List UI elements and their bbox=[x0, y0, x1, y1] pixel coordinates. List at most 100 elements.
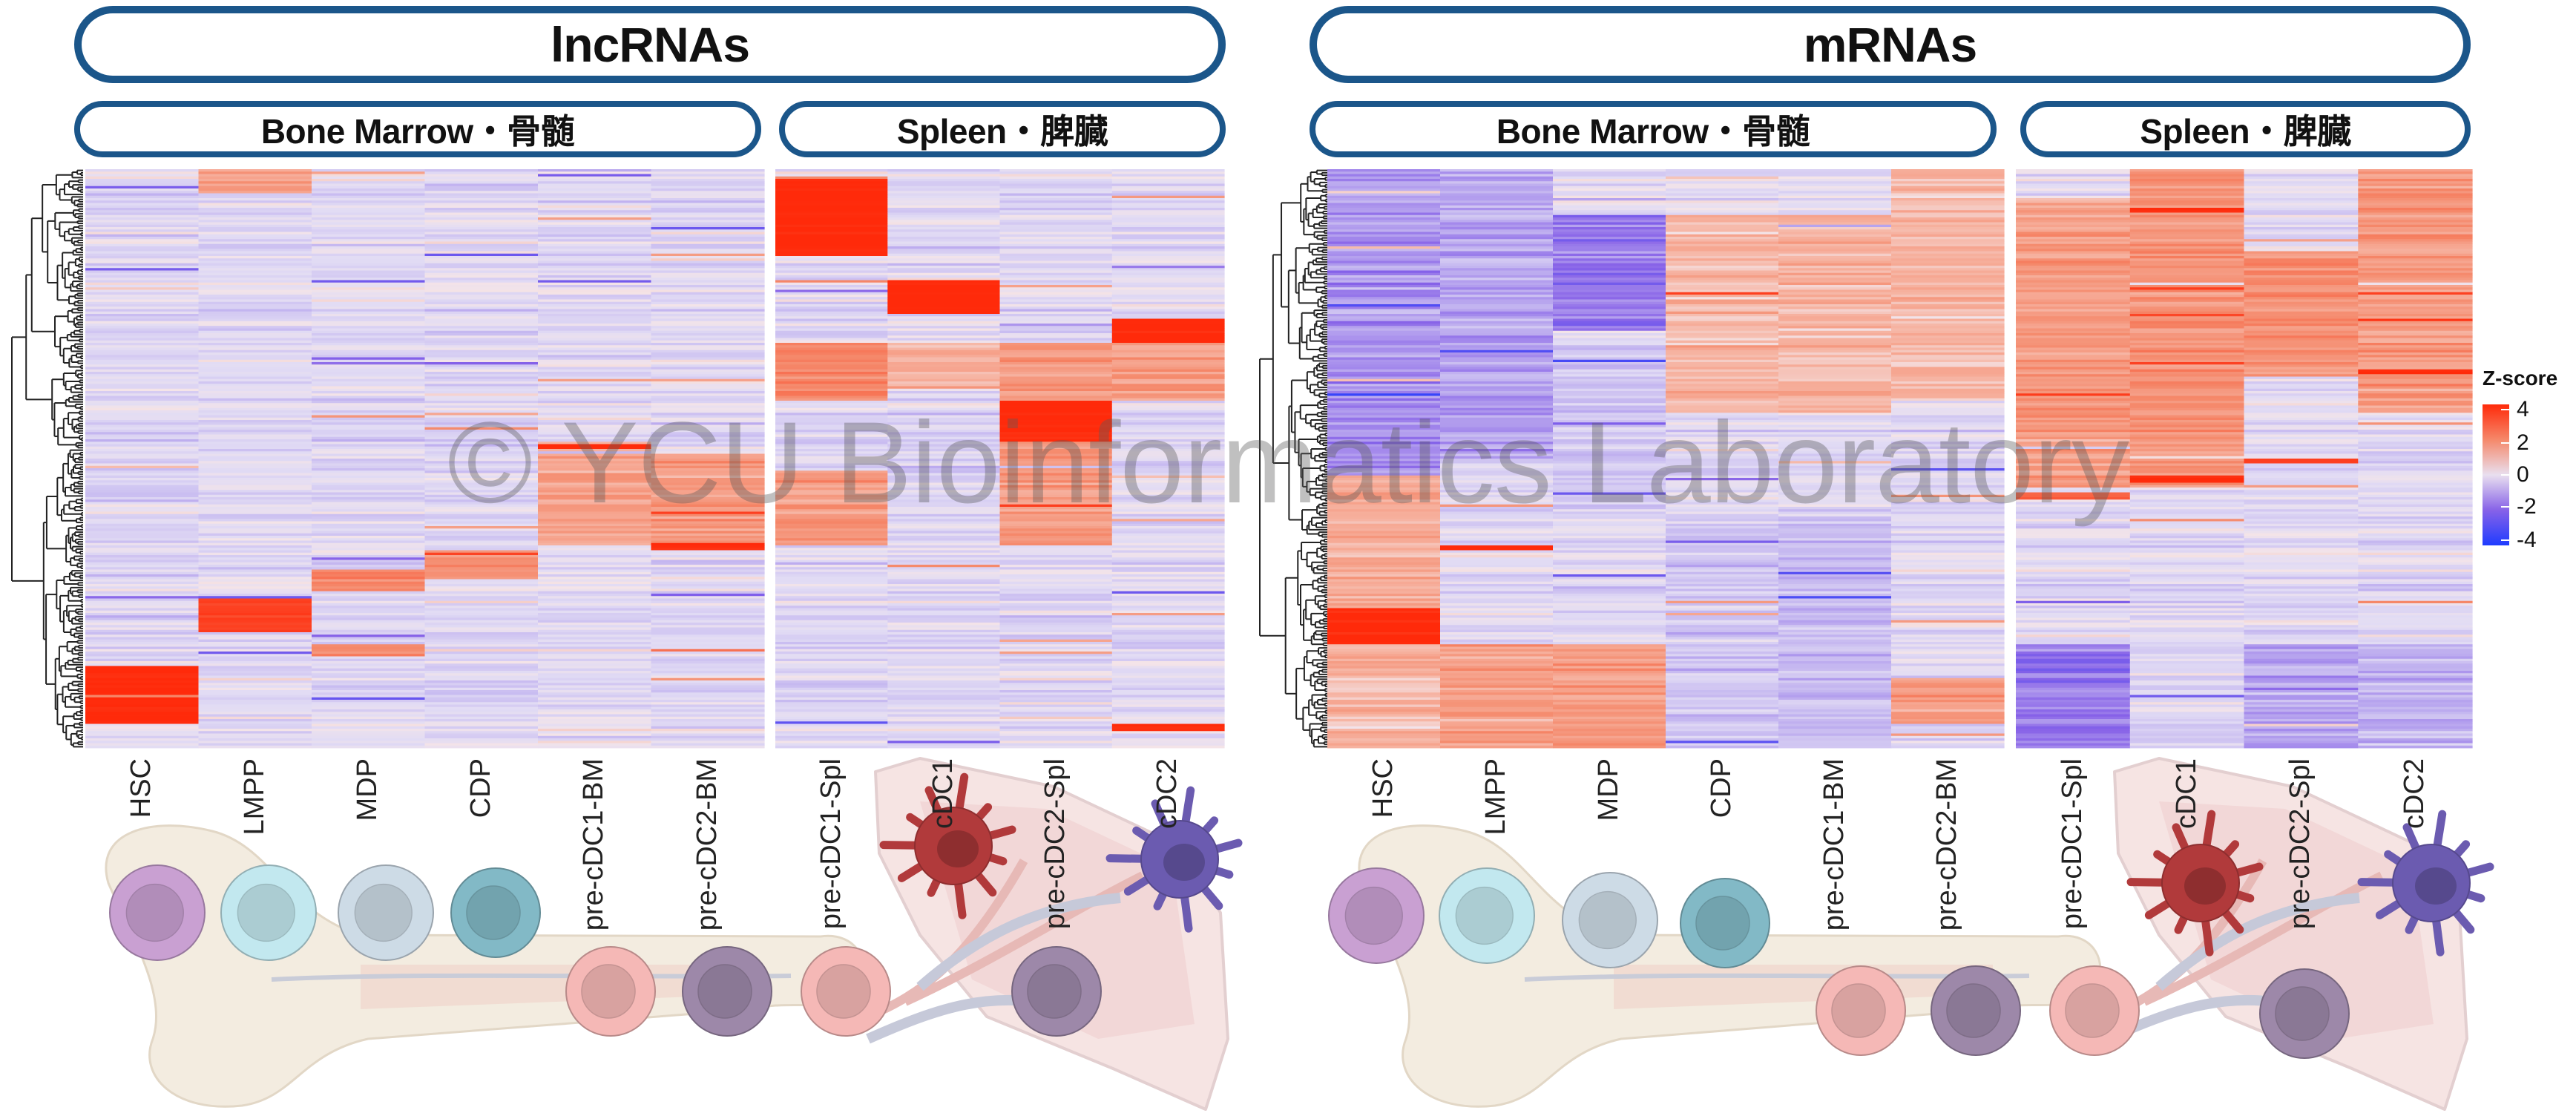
heatmap-cell bbox=[538, 683, 652, 686]
heatmap-cell bbox=[1666, 463, 1779, 467]
heatmap-cell bbox=[424, 632, 539, 635]
heatmap-cell bbox=[1553, 745, 1666, 749]
heatmap-cell bbox=[2129, 523, 2245, 527]
heatmap-cell bbox=[1440, 270, 1554, 274]
heatmap-cell bbox=[999, 381, 1113, 384]
heatmap-cell bbox=[1891, 680, 2005, 683]
heatmap-cell bbox=[1778, 345, 1892, 348]
heatmap-cell bbox=[1327, 451, 1441, 454]
heatmap-cell bbox=[1553, 511, 1666, 515]
heatmap-cell bbox=[1327, 499, 1441, 502]
heatmap-cell bbox=[1553, 355, 1666, 358]
heatmap-cell bbox=[1111, 480, 1225, 483]
heatmap-cell bbox=[1440, 347, 1554, 351]
heatmap-cell bbox=[1666, 301, 1779, 305]
heatmap-cell bbox=[651, 552, 765, 556]
heatmap-cell bbox=[2016, 598, 2131, 602]
heatmap-cell bbox=[85, 381, 200, 384]
heatmap-cell bbox=[312, 509, 426, 512]
heatmap-cell bbox=[775, 378, 888, 382]
heatmap-cell bbox=[775, 726, 888, 729]
heatmap-cell bbox=[651, 733, 765, 737]
heatmap-cell bbox=[1440, 677, 1554, 681]
heatmap-cell bbox=[1327, 403, 1441, 406]
heatmap-cell bbox=[1666, 343, 1779, 346]
heatmap-cell bbox=[198, 347, 312, 351]
heatmap-cell bbox=[2016, 497, 2131, 500]
heatmap-cell bbox=[538, 475, 652, 479]
heatmap-cell bbox=[999, 523, 1113, 527]
heatmap-cell bbox=[1666, 702, 1779, 705]
heatmap-cell bbox=[85, 266, 200, 269]
heatmap-cell bbox=[999, 372, 1113, 375]
heatmap-cell bbox=[85, 615, 200, 618]
heatmap-cell bbox=[424, 311, 539, 315]
heatmap-cell bbox=[887, 374, 1001, 377]
heatmap-cell bbox=[1778, 220, 1892, 223]
heatmap-cell bbox=[85, 439, 200, 442]
heatmap-cell bbox=[1778, 712, 1892, 715]
heatmap-cell bbox=[775, 675, 888, 679]
heatmap-cell bbox=[198, 442, 312, 444]
heatmap-cell bbox=[2016, 407, 2131, 411]
heatmap-cell bbox=[1666, 683, 1779, 686]
heatmap-cell bbox=[312, 700, 426, 703]
heatmap-cell bbox=[198, 378, 312, 382]
heatmap-cell bbox=[424, 309, 539, 312]
heatmap-cell bbox=[424, 608, 539, 611]
heatmap-cell bbox=[1891, 584, 2005, 587]
heatmap-cell bbox=[999, 542, 1113, 546]
heatmap-cell bbox=[1666, 634, 1779, 637]
heatmap-cell bbox=[1553, 603, 1666, 606]
heatmap-cell bbox=[1778, 417, 1892, 421]
heatmap-cell bbox=[1440, 654, 1554, 657]
heatmap-cell bbox=[775, 232, 888, 235]
heatmap-cell bbox=[1666, 369, 1779, 373]
heatmap-cell bbox=[1891, 677, 2005, 681]
heatmap-cell bbox=[2129, 181, 2245, 184]
heatmap-cell bbox=[1778, 557, 1892, 560]
heatmap-cell bbox=[2016, 249, 2131, 252]
heatmap-cell bbox=[999, 410, 1113, 413]
heatmap-cell bbox=[85, 362, 200, 365]
heatmap-cell bbox=[1111, 654, 1225, 657]
heatmap-cell bbox=[1891, 513, 2005, 517]
heatmap-cell bbox=[1111, 548, 1225, 551]
heatmap-cell bbox=[1666, 253, 1779, 257]
heatmap-cell bbox=[424, 355, 539, 358]
heatmap-cell bbox=[2129, 446, 2245, 450]
heatmap-cell bbox=[1553, 690, 1666, 693]
heatmap-cell bbox=[775, 661, 888, 664]
heatmap-mrnas bbox=[1327, 169, 2473, 749]
heatmap-cell bbox=[1111, 620, 1225, 623]
heatmap-cell bbox=[1891, 632, 2005, 635]
heatmap-cell bbox=[1778, 652, 1892, 654]
heatmap-cell bbox=[887, 306, 1001, 309]
heatmap-cell bbox=[2016, 333, 2131, 336]
heatmap-cell bbox=[312, 442, 426, 444]
heatmap-cell bbox=[1666, 735, 1779, 739]
heatmap-cell bbox=[1553, 504, 1666, 508]
heatmap-cell bbox=[651, 338, 765, 341]
heatmap-cell bbox=[2016, 507, 2131, 510]
heatmap-cell bbox=[775, 690, 888, 693]
heatmap-cell bbox=[887, 246, 1001, 249]
heatmap-cell bbox=[1327, 538, 1441, 541]
heatmap-cell bbox=[1111, 658, 1225, 662]
heatmap-cell bbox=[887, 658, 1001, 662]
heatmap-cell bbox=[775, 200, 888, 203]
heatmap-cell bbox=[1553, 200, 1666, 203]
heatmap-cell bbox=[2016, 449, 2131, 452]
heatmap-cell bbox=[775, 328, 888, 332]
heatmap-cell bbox=[775, 499, 888, 502]
heatmap-cell bbox=[85, 642, 200, 645]
heatmap-cell bbox=[2129, 569, 2245, 573]
heatmap-cell bbox=[999, 673, 1113, 676]
heatmap-cell bbox=[2129, 316, 2245, 319]
heatmap-cell bbox=[1666, 504, 1779, 508]
heatmap-cell bbox=[85, 376, 200, 380]
heatmap-cell bbox=[887, 542, 1001, 546]
heatmap-cell bbox=[1666, 600, 1779, 604]
heatmap-cell bbox=[999, 266, 1113, 269]
heatmap-cell bbox=[1111, 615, 1225, 618]
